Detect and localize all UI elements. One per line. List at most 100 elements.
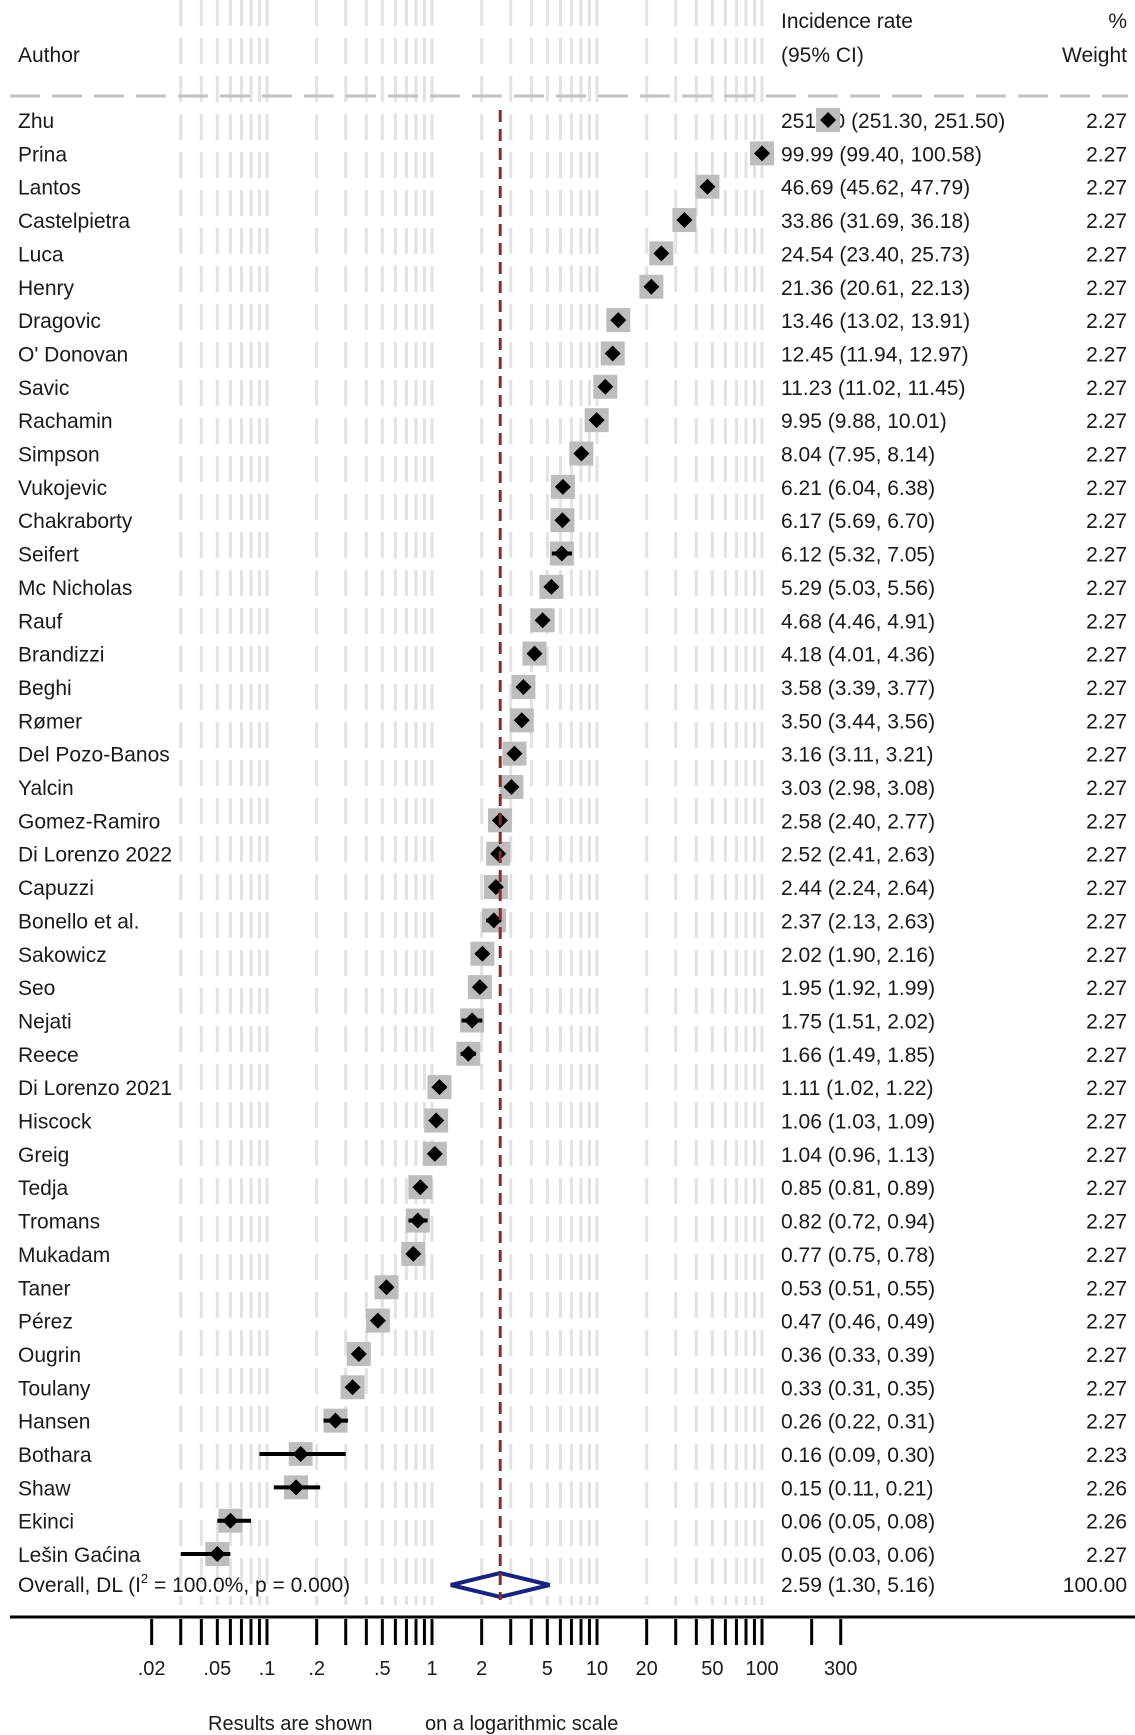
study-author: Rachamin [18, 410, 113, 433]
point-estimate [426, 1145, 443, 1162]
study-ci-text: 2.44 (2.24, 2.64) [781, 877, 935, 900]
study-row: Rachamin 9.95 (9.88, 10.01) 2.27 [18, 408, 1127, 433]
study-row: Del Pozo-Banos 3.16 (3.11, 3.21) 2.27 [18, 741, 1127, 767]
study-weight: 2.27 [1086, 744, 1127, 767]
study-weight: 2.27 [1086, 510, 1127, 533]
study-ci-text: 4.68 (4.46, 4.91) [781, 610, 935, 633]
study-row: Tromans 0.82 (0.72, 0.94) 2.27 [18, 1208, 1127, 1234]
study-weight: 2.27 [1086, 477, 1127, 500]
study-ci-text: 0.36 (0.33, 0.39) [781, 1344, 935, 1367]
study-ci-text: 12.45 (11.94, 12.97) [781, 343, 969, 366]
study-author: Beghi [18, 677, 72, 700]
study-weight: 2.27 [1086, 110, 1127, 133]
study-weight: 2.27 [1086, 977, 1127, 1000]
point-estimate [526, 645, 543, 662]
study-ci-text: 0.53 (0.51, 0.55) [781, 1277, 935, 1300]
study-row: Greig 1.04 (0.96, 1.13) 2.27 [18, 1141, 1127, 1167]
point-estimate [610, 312, 627, 329]
study-author: Sakowicz [18, 944, 107, 967]
study-weight: 2.27 [1086, 1377, 1127, 1400]
point-estimate [378, 1279, 395, 1296]
study-author: Hiscock [18, 1111, 92, 1134]
point-estimate [513, 712, 530, 729]
study-author: Mc Nicholas [18, 577, 132, 600]
study-author: Ekinci [18, 1511, 74, 1534]
study-row: Toulany 0.33 (0.31, 0.35) 2.27 [18, 1375, 1127, 1400]
point-estimate [464, 1012, 481, 1029]
study-ci-text: 1.66 (1.49, 1.85) [781, 1044, 935, 1067]
x-tick-label: 50 [701, 1658, 723, 1680]
study-author: Shaw [18, 1477, 71, 1500]
study-author: Rømer [18, 710, 82, 733]
header-weight-line1: % [1108, 10, 1127, 33]
study-weight: 2.27 [1086, 877, 1127, 900]
study-weight: 2.27 [1086, 1211, 1127, 1234]
study-ci-text: 6.12 (5.32, 7.05) [781, 544, 935, 567]
study-row: Tedja 0.85 (0.81, 0.89) 2.27 [18, 1175, 1127, 1200]
study-weight: 2.27 [1086, 1077, 1127, 1100]
study-author: Simpson [18, 444, 100, 467]
study-weight: 2.27 [1086, 177, 1127, 200]
study-weight: 2.27 [1086, 1344, 1127, 1367]
header-author: Author [18, 44, 80, 67]
study-ci-text: 1.11 (1.02, 1.22) [781, 1077, 934, 1100]
x-tick-label: .02 [138, 1658, 166, 1680]
study-row: Lešin Gaćina 0.05 (0.03, 0.06) 2.27 [18, 1542, 1127, 1567]
study-row: Beghi 3.58 (3.39, 3.77) 2.27 [18, 674, 1127, 700]
study-row: Ougrin 0.36 (0.33, 0.39) 2.27 [18, 1341, 1127, 1367]
study-ci-text: 4.18 (4.01, 4.36) [781, 644, 935, 667]
study-row: Mukadam 0.77 (0.75, 0.78) 2.27 [18, 1241, 1127, 1267]
study-row: Simpson 8.04 (7.95, 8.14) 2.27 [18, 441, 1127, 467]
study-author: Nejati [18, 1010, 72, 1033]
header-effect-line2: (95% CI) [781, 44, 864, 67]
study-ci-text: 0.16 (0.09, 0.30) [781, 1444, 935, 1467]
study-weight: 2.27 [1086, 310, 1127, 333]
overall-row: Overall, DL (I2 = 100.0%, p = 0.000) 2.5… [18, 1570, 1127, 1600]
point-estimate [554, 512, 571, 529]
study-ci-text: 2.37 (2.13, 2.63) [781, 910, 935, 933]
study-author: Brandizzi [18, 644, 104, 667]
point-estimate [553, 545, 570, 562]
point-estimate [409, 1212, 426, 1229]
study-author: Greig [18, 1144, 69, 1167]
study-author: Mukadam [18, 1244, 110, 1267]
study-weight: 2.27 [1086, 143, 1127, 166]
study-row: Chakraborty 6.17 (5.69, 6.70) 2.27 [18, 508, 1127, 533]
header-effect-line1: Incidence rate [781, 10, 913, 33]
overall-ci-text: 2.59 (1.30, 5.16) [781, 1574, 935, 1597]
study-weight: 2.27 [1086, 1244, 1127, 1267]
study-row: Yalcin 3.03 (2.98, 3.08) 2.27 [18, 775, 1127, 800]
study-author: Castelpietra [18, 210, 130, 233]
point-estimate [431, 1079, 448, 1096]
header-weight-line2: Weight [1062, 44, 1127, 67]
study-weight: 2.27 [1086, 710, 1127, 733]
study-row: Taner 0.53 (0.51, 0.55) 2.27 [18, 1275, 1127, 1300]
study-weight: 2.27 [1086, 1277, 1127, 1300]
study-weight: 2.27 [1086, 810, 1127, 833]
point-estimate [515, 678, 532, 695]
point-estimate [588, 412, 605, 429]
x-tick-label: .05 [203, 1658, 231, 1680]
study-ci-text: 0.15 (0.11, 0.21) [781, 1477, 934, 1500]
x-tick-label: .1 [259, 1658, 276, 1680]
study-author: Del Pozo-Banos [18, 744, 170, 767]
study-weight: 2.26 [1086, 1477, 1127, 1500]
study-ci-text: 6.17 (5.69, 6.70) [781, 510, 935, 533]
study-weight: 2.27 [1086, 844, 1127, 867]
study-row: Savic 11.23 (11.02, 11.45) 2.27 [18, 374, 1127, 400]
x-tick-label: 20 [636, 1658, 658, 1680]
study-author: Ougrin [18, 1344, 81, 1367]
study-ci-text: 0.33 (0.31, 0.35) [781, 1377, 935, 1400]
study-author: Dragovic [18, 310, 101, 333]
point-estimate [643, 278, 660, 295]
study-weight: 2.27 [1086, 944, 1127, 967]
point-estimate [604, 345, 621, 362]
point-estimate [597, 378, 614, 395]
study-weight: 2.27 [1086, 210, 1127, 233]
x-tick-label: 2 [476, 1658, 487, 1680]
study-author: Hansen [18, 1411, 90, 1434]
study-author: Bothara [18, 1444, 92, 1467]
study-row: Nejati 1.75 (1.51, 2.02) 2.27 [18, 1008, 1127, 1033]
study-author: Taner [18, 1277, 71, 1300]
study-ci-text: 9.95 (9.88, 10.01) [781, 410, 947, 433]
